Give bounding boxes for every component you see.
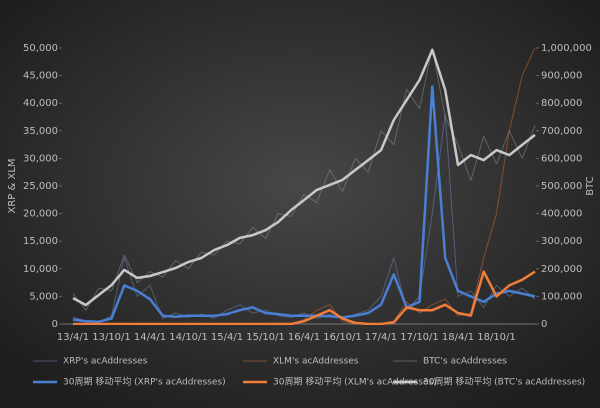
x-tick-label: 13/4/1 xyxy=(57,332,89,343)
x-tick-label: 15/4/1 xyxy=(211,332,243,343)
x-tick-label: 16/4/1 xyxy=(288,332,320,343)
y2-tick-label: 900,000 xyxy=(541,71,582,82)
y2-tick-label: 1,000,000 xyxy=(541,43,592,54)
y-tick-label: 15,000 xyxy=(23,236,58,247)
y-tick-label: 35,000 xyxy=(23,126,58,137)
series-line xyxy=(72,48,536,311)
y-tick-label: 0 xyxy=(52,319,58,330)
x-tick-label: 14/4/1 xyxy=(134,332,166,343)
y2-axis-title: BTC xyxy=(585,176,596,195)
x-tick-label: 18/10/1 xyxy=(477,332,516,343)
x-tick-label: 15/10/1 xyxy=(246,332,285,343)
y-tick-label: 50,000 xyxy=(23,43,58,54)
legend-label: XLM's acAddresses xyxy=(273,357,359,367)
series-line xyxy=(72,48,536,307)
series-line xyxy=(72,113,536,323)
y2-tick-label: 700,000 xyxy=(541,126,582,137)
y2-tick-label: 100,000 xyxy=(541,291,582,302)
y-tick-label: 25,000 xyxy=(23,181,58,192)
x-tick-label: 18/4/1 xyxy=(442,332,474,343)
y2-tick-label: 0 xyxy=(541,319,547,330)
plot-area xyxy=(72,48,536,325)
series-line xyxy=(72,85,536,324)
legend-label: 30周期 移动平均 (XLM's acAddresses) xyxy=(273,376,437,388)
y-tick-label: 40,000 xyxy=(23,98,58,109)
x-tick-label: 13/10/1 xyxy=(92,332,131,343)
y2-tick-label: 500,000 xyxy=(541,181,582,192)
y2-tick-label: 800,000 xyxy=(541,98,582,109)
y-tick-label: 20,000 xyxy=(23,209,58,220)
y-tick-label: 5,000 xyxy=(29,291,58,302)
y2-tick-label: 300,000 xyxy=(541,236,582,247)
series-line xyxy=(73,270,536,325)
y2-tick-label: 200,000 xyxy=(541,264,582,275)
x-tick-label: 16/10/1 xyxy=(323,332,362,343)
x-tick-label: 17/10/1 xyxy=(400,332,439,343)
legend-label: XRP's acAddresses xyxy=(63,357,148,367)
y2-tick-label: 600,000 xyxy=(541,153,582,164)
y2-tick-label: 400,000 xyxy=(541,209,582,220)
legend-label: BTC's acAddresses xyxy=(423,357,507,367)
y-tick-label: 10,000 xyxy=(23,264,58,275)
legend-label: 30周期 移动平均 (XRP's acAddresses) xyxy=(63,376,226,388)
y-tick-label: 30,000 xyxy=(23,153,58,164)
y-tick-label: 45,000 xyxy=(23,71,58,82)
x-tick-label: 17/4/1 xyxy=(365,332,397,343)
y-axis-title: XRP & XLM xyxy=(7,158,18,213)
legend-label: 30周期 移动平均 (BTC's acAddresses) xyxy=(423,376,585,388)
x-tick-label: 14/10/1 xyxy=(169,332,208,343)
